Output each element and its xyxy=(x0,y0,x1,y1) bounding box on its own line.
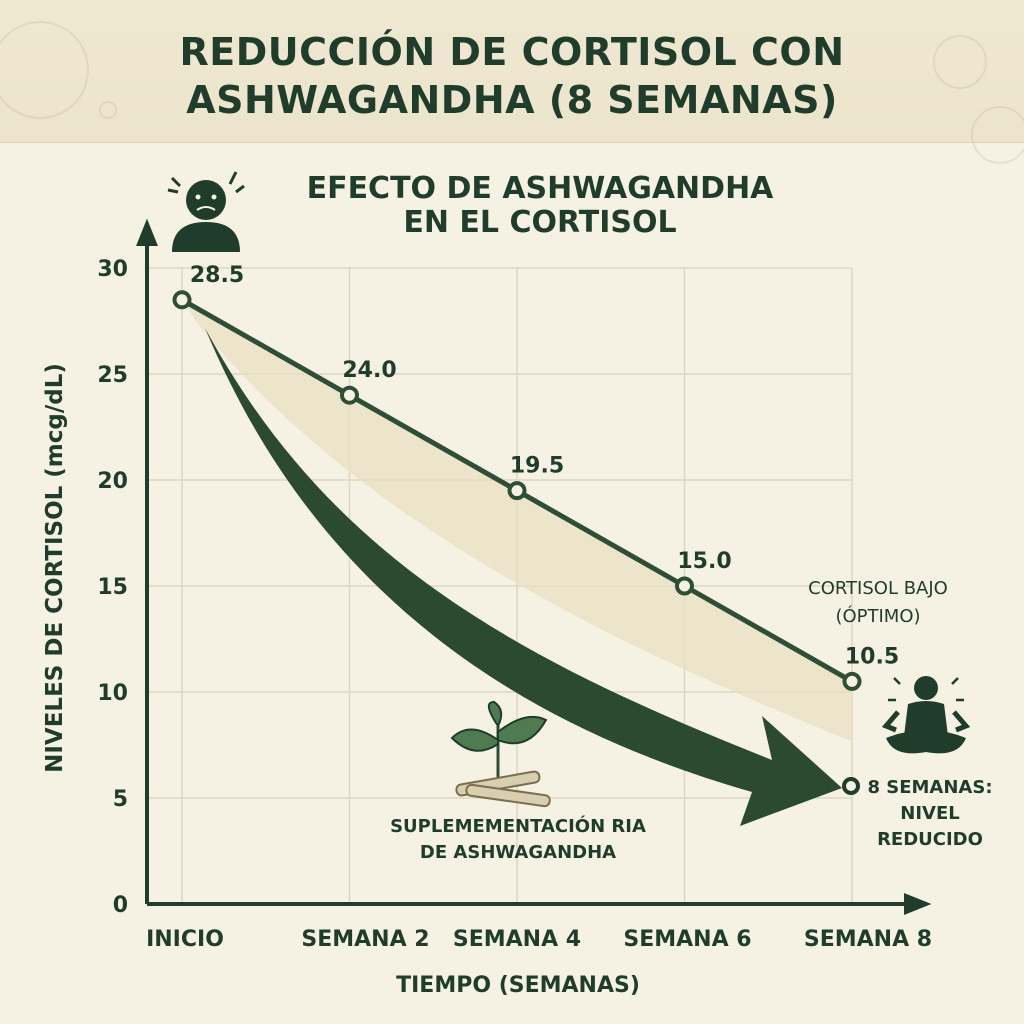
x-tick-label: INICIO xyxy=(146,927,224,952)
area-shading xyxy=(182,299,852,742)
y-tick-label: 10 xyxy=(97,681,128,706)
end-label-2: NIVEL xyxy=(900,803,959,824)
data-label: 28.5 xyxy=(190,263,244,288)
arrow-label-1: SUPLEMEMENTACIÓN RIA xyxy=(390,815,646,837)
y-tick-label: 20 xyxy=(97,469,128,494)
data-points xyxy=(172,290,862,691)
stressed-person-icon xyxy=(167,171,245,252)
data-point xyxy=(675,576,694,596)
x-tick-label: SEMANA 6 xyxy=(623,927,751,952)
data-label: 15.0 xyxy=(677,549,731,574)
y-tick-label: 0 xyxy=(113,893,128,918)
x-axis-label: TIEMPO (SEMANAS) xyxy=(396,973,640,998)
data-label: 19.5 xyxy=(510,454,564,479)
y-axis-label: NIVELES DE CORTISOL (mcg/dL) xyxy=(42,363,68,773)
x-tick-label: SEMANA 2 xyxy=(301,927,429,952)
ashwagandha-plant-icon xyxy=(450,700,551,808)
title-line-2: ASHWAGANDHA (8 SEMANAS) xyxy=(186,78,838,122)
axes xyxy=(136,218,932,915)
data-label: 10.5 xyxy=(845,644,899,669)
end-marker xyxy=(842,777,860,795)
end-label-1: 8 SEMANAS: xyxy=(867,777,992,798)
data-point xyxy=(340,385,359,405)
y-axis-arrowhead xyxy=(136,218,158,246)
data-point xyxy=(507,481,527,501)
end-label-3: REDUCIDO xyxy=(877,829,983,850)
data-labels: 28.5 24.0 19.5 15.0 10.5 xyxy=(190,263,899,670)
y-tick-label: 5 xyxy=(113,787,128,812)
data-point xyxy=(842,671,862,691)
data-label: 24.0 xyxy=(342,358,396,383)
low-cortisol-label-2: (ÓPTIMO) xyxy=(835,605,920,627)
x-axis-arrowhead xyxy=(904,893,932,915)
data-point xyxy=(172,290,192,310)
y-tick-labels: 0 5 10 15 20 25 30 xyxy=(97,257,128,918)
chart-title-line-1: EFECTO DE ASHWAGANDHA xyxy=(307,171,775,206)
banner-decoration xyxy=(0,21,1024,164)
title-banner xyxy=(0,0,1024,143)
low-cortisol-label-1: CORTISOL BAJO xyxy=(808,578,948,599)
x-tick-label: SEMANA 4 xyxy=(453,927,581,952)
trend-arrow xyxy=(205,328,842,826)
page-title: REDUCCIÓN DE CORTISOL CON ASHWAGANDHA (8… xyxy=(0,28,1024,124)
title-line-1: REDUCCIÓN DE CORTISOL CON xyxy=(179,30,845,74)
y-tick-label: 15 xyxy=(97,575,128,600)
x-tick-label: SEMANA 8 xyxy=(804,927,932,952)
x-tick-labels: INICIO SEMANA 2 SEMANA 4 SEMANA 6 SEMANA 8 xyxy=(146,927,932,952)
y-tick-label: 30 xyxy=(97,257,128,282)
meditating-person-icon xyxy=(881,676,971,754)
arrow-label-2: DE ASHWAGANDHA xyxy=(420,842,616,863)
chart-title-line-2: EN EL CORTISOL xyxy=(403,205,676,240)
y-tick-label: 25 xyxy=(97,363,128,388)
